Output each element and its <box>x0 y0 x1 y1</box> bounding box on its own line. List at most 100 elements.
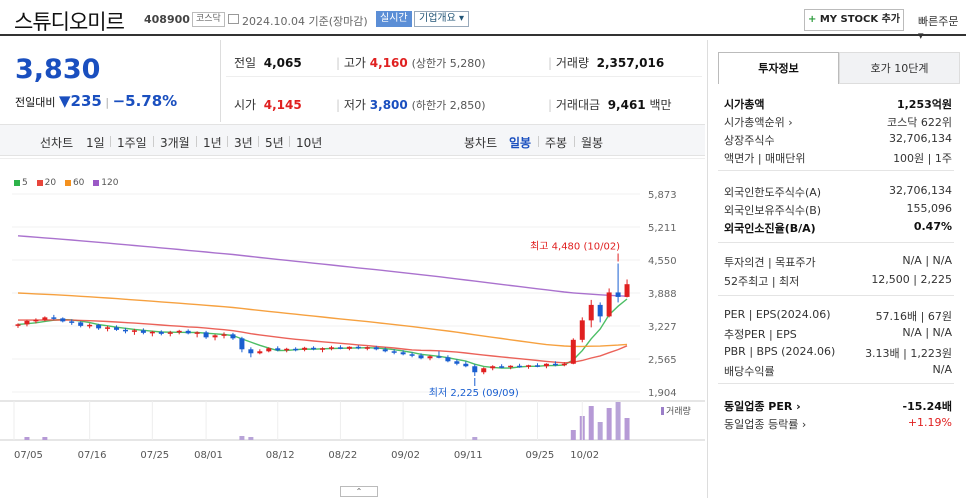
divider <box>220 40 221 122</box>
info-value: 1,253억원 <box>896 98 952 111</box>
info-label: 배당수익률 <box>724 365 775 378</box>
candle-chart[interactable]: 5,873 5,211 4,550 3,888 3,227 2,565 1,904 최고 4,… <box>0 158 705 466</box>
corp-info-dropdown[interactable]: 기업개요 ▾ <box>414 11 469 27</box>
y-tick-label: 3,888 <box>648 289 677 300</box>
volume-bar <box>42 437 48 440</box>
x-tick-label: 09/02 <box>391 450 420 461</box>
period-1w[interactable]: 1주일 <box>117 136 147 150</box>
low-price: | 저가 3,800 (하한가 2,850) <box>336 98 486 112</box>
info-value: N/A | N/A <box>902 254 952 267</box>
ma20-line <box>18 319 628 364</box>
candle-body <box>543 363 549 367</box>
candle-body <box>436 356 442 358</box>
info-label: 외국인한도주식수(A) <box>724 186 822 199</box>
candle-chart-label: 봉차트 <box>464 136 498 150</box>
realtime-button[interactable]: 실시간 <box>376 11 412 27</box>
volume-bar <box>606 408 612 440</box>
info-value: -15.24배 <box>902 400 952 413</box>
ma5-line <box>17 298 628 369</box>
price-change: 전일대비 ▼235 | −5.78% <box>15 92 178 110</box>
candle-body <box>373 347 379 350</box>
base-date: 2024.10.04 기준(장마감) <box>242 15 368 28</box>
candle-body <box>51 317 57 319</box>
tab-investment-info[interactable]: 투자정보 <box>718 52 839 84</box>
quick-order-button[interactable]: 빠른주문 ▾ <box>918 15 959 42</box>
down-arrow-icon: ▼ <box>58 92 71 110</box>
period-1y[interactable]: 1년 <box>203 136 222 150</box>
candle-body <box>131 330 137 332</box>
candle-body <box>472 366 478 373</box>
period-10y[interactable]: 10년 <box>296 136 323 150</box>
period-monthly[interactable]: 월봉 <box>581 136 604 150</box>
ma20-swatch <box>36 179 43 186</box>
period-daily[interactable]: 일봉 <box>509 136 532 150</box>
info-value: 0.47% <box>913 220 952 233</box>
y-tick-label: 5,873 <box>648 190 677 201</box>
candle-body <box>105 327 111 329</box>
info-label: 액면가 | 매매단위 <box>724 152 806 165</box>
candle-body <box>355 346 361 349</box>
stock-name: 스튜디오미르 <box>14 10 125 34</box>
candle-body <box>615 292 621 297</box>
x-tick-label: 09/11 <box>454 450 483 461</box>
volume-bar <box>588 406 594 440</box>
period-selector: 선차트 1일 1주일 3개월 1년 3년 5년 10년 봉차트 일봉 주봉 월봉 <box>0 124 705 156</box>
candle-body <box>230 334 236 339</box>
y-tick-label: 3,227 <box>648 322 677 333</box>
ma120-line <box>17 235 628 297</box>
ma60-label: 60 <box>72 178 85 188</box>
candle-body <box>311 347 317 350</box>
candle-body <box>517 365 523 368</box>
period-weekly[interactable]: 주봉 <box>545 136 568 150</box>
open-price: 시가 4,145 <box>234 98 302 112</box>
candle-body <box>508 365 514 368</box>
candle-body <box>87 324 93 327</box>
investment-info-panel: 투자정보 호가 10단계 시가총액 1,253억원 시가총액순위 › 코스닥 622위… <box>707 40 966 498</box>
candle-body <box>526 365 532 367</box>
x-tick-label: 07/25 <box>140 450 169 461</box>
y-tick-label: 4,550 <box>648 256 677 267</box>
info-label: 상장주식수 <box>724 134 775 147</box>
candle-body <box>194 332 200 334</box>
candle-body <box>552 363 558 366</box>
y-tick-label: 5,211 <box>648 223 677 234</box>
candle-body <box>579 320 585 340</box>
ma60-swatch <box>64 179 71 186</box>
market-badge: 코스닥 <box>192 12 225 27</box>
info-label: PBR | BPS (2024.06) <box>724 345 836 358</box>
volume-label: 거래량 <box>666 405 691 417</box>
candle-body <box>427 356 433 359</box>
info-value: 3.13배 | 1,223원 <box>865 347 952 360</box>
x-tick-label: 07/16 <box>78 450 107 461</box>
candle-body <box>266 348 272 352</box>
period-3y[interactable]: 3년 <box>234 136 253 150</box>
period-5y[interactable]: 5년 <box>265 136 284 150</box>
ma5-label: 5 <box>22 178 28 188</box>
tab-orderbook[interactable]: 호가 10단계 <box>839 52 960 84</box>
candle-body <box>490 366 496 369</box>
candle-body <box>463 363 469 367</box>
info-label: 시가총액순위 › <box>724 116 793 129</box>
price-box: 3,830 전일대비 ▼235 | −5.78% <box>0 38 220 122</box>
add-my-stock-button[interactable]: + MY STOCK 추가 <box>804 9 904 31</box>
candle-body <box>597 304 603 317</box>
volume: | 거래량 2,357,016 <box>548 56 665 70</box>
candle-body <box>400 352 406 355</box>
candle-body <box>418 355 424 359</box>
candle-body <box>499 366 505 368</box>
ma5-swatch <box>14 179 20 186</box>
collapse-button[interactable]: ⌃ <box>340 486 378 497</box>
divider <box>718 242 954 243</box>
period-1d[interactable]: 1일 <box>86 136 105 150</box>
candle-body <box>257 351 263 354</box>
candle-body <box>203 332 209 338</box>
period-3m[interactable]: 3개월 <box>160 136 190 150</box>
ma120-label: 120 <box>101 178 119 188</box>
volume-bar <box>248 437 254 440</box>
change-label: 전일대비 <box>15 96 56 109</box>
info-value: N/A <box>932 363 952 376</box>
candle-body <box>185 330 191 334</box>
info-label: 외국인보유주식수(B) <box>724 204 822 217</box>
candle-body <box>382 349 388 352</box>
info-value: 57.16배 | 67원 <box>875 310 952 323</box>
